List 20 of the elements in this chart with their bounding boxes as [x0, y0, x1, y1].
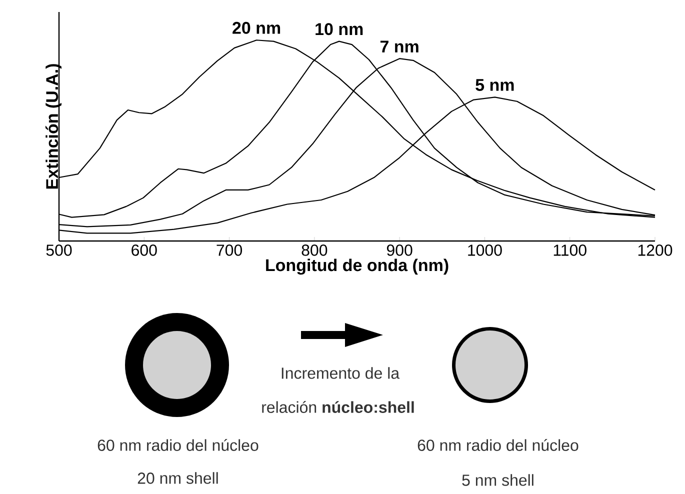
x-tick-label: 1000 [468, 244, 502, 256]
text: 5 nm shell [462, 474, 534, 486]
x-tick-label: 1200 [638, 244, 672, 256]
series-label: 7 nm [380, 40, 418, 52]
x-tick-label: 900 [386, 244, 412, 256]
x-tick-label: 700 [216, 244, 242, 256]
text: relación núcleo:shell [262, 401, 414, 413]
y-axis-title: Extinción (U.A.) [45, 64, 62, 189]
x-tick-label: 600 [132, 244, 157, 256]
text: 60 nm radio del núcleo [418, 439, 578, 451]
text: Incremento de la [282, 367, 400, 379]
text: 20 nm shell [138, 472, 218, 484]
series-label: 5 nm [476, 79, 514, 91]
series-label: 20 nm [232, 22, 280, 34]
series-label: 10 nm [316, 23, 363, 36]
x-tick-label: 500 [46, 244, 72, 256]
x-axis-title: Longitud de onda (nm) [266, 258, 448, 275]
x-tick-label: 800 [302, 244, 328, 256]
text: 60 nm radio del núcleo [98, 439, 258, 451]
x-tick-label: 1100 [554, 244, 586, 256]
